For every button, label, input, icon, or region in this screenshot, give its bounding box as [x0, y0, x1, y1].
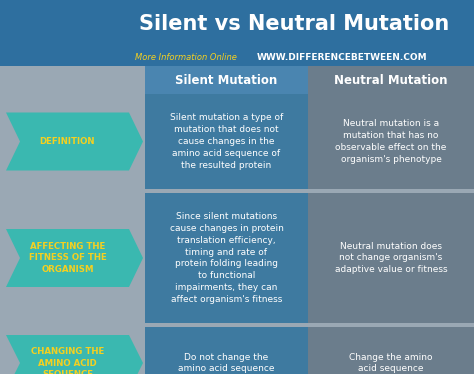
- Bar: [145, 193, 308, 323]
- Text: DEFINITION: DEFINITION: [40, 137, 95, 146]
- Bar: [145, 94, 308, 189]
- Bar: [0, 327, 145, 374]
- Polygon shape: [6, 229, 143, 287]
- Text: Neutral Mutation: Neutral Mutation: [334, 74, 448, 86]
- Bar: [308, 327, 474, 374]
- Bar: [0, 0, 474, 48]
- Text: CHANGING THE
AMINO ACID
SEQUENCE: CHANGING THE AMINO ACID SEQUENCE: [31, 347, 104, 374]
- Text: Silent vs Neutral Mutation: Silent vs Neutral Mutation: [139, 14, 449, 34]
- Bar: [0, 193, 145, 323]
- Bar: [145, 327, 308, 374]
- Bar: [308, 66, 474, 94]
- Text: Neutral mutation is a
mutation that has no
observable effect on the
organism's p: Neutral mutation is a mutation that has …: [335, 119, 447, 164]
- Polygon shape: [6, 113, 143, 171]
- Text: WWW.DIFFERENCEBETWEEN.COM: WWW.DIFFERENCEBETWEEN.COM: [257, 52, 428, 61]
- Bar: [145, 66, 308, 94]
- Text: Do not change the
amino acid sequence: Do not change the amino acid sequence: [178, 353, 275, 373]
- Text: Change the amino
acid sequence: Change the amino acid sequence: [349, 353, 433, 373]
- Text: More Information Online: More Information Online: [135, 52, 237, 61]
- Text: AFFECTING THE
FITNESS OF THE
ORGANISM: AFFECTING THE FITNESS OF THE ORGANISM: [28, 242, 106, 274]
- Text: Silent mutation a type of
mutation that does not
cause changes in the
amino acid: Silent mutation a type of mutation that …: [170, 113, 283, 169]
- Text: Silent Mutation: Silent Mutation: [175, 74, 278, 86]
- Text: Since silent mutations
cause changes in protein
translation efficiency,
timing a: Since silent mutations cause changes in …: [170, 212, 283, 304]
- Polygon shape: [6, 335, 143, 374]
- Text: Neutral mutation does
not change organism's
adaptive value or fitness: Neutral mutation does not change organis…: [335, 242, 447, 274]
- Bar: [0, 48, 474, 66]
- Bar: [0, 94, 145, 189]
- Bar: [308, 94, 474, 189]
- Bar: [308, 193, 474, 323]
